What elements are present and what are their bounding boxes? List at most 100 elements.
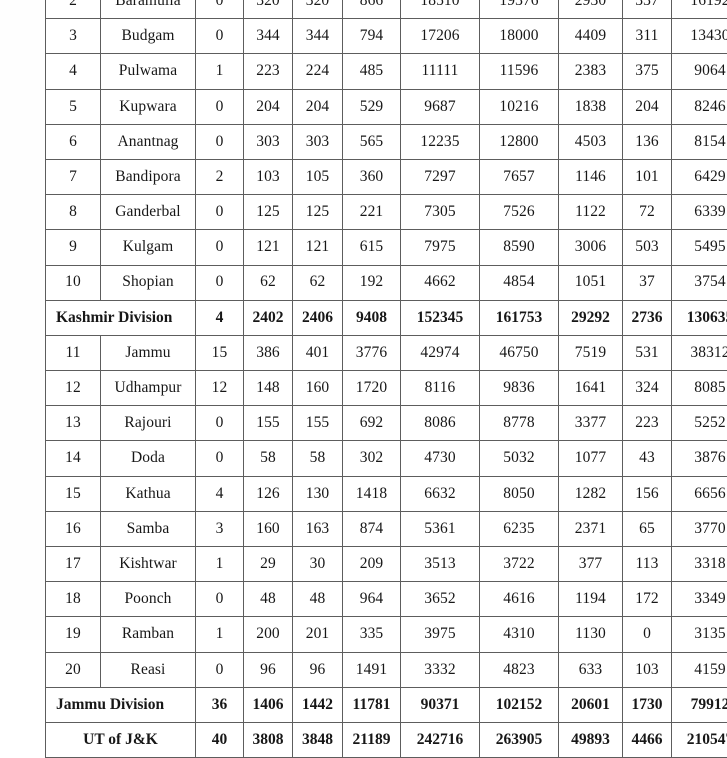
row-value-4: 1418	[343, 476, 401, 511]
row-district-name: Udhampur	[101, 371, 196, 406]
row-value-6: 6235	[480, 511, 559, 546]
table-row: 3Budgam034434479417206180004409311134301…	[46, 19, 727, 54]
row-value-5: 3975	[401, 617, 480, 652]
row-value-5: 8086	[401, 406, 480, 441]
row-value-4: 874	[343, 511, 401, 546]
row-value-3: 303	[293, 124, 343, 159]
row-value-7: 4503	[559, 124, 623, 159]
row-district-name: Shopian	[101, 265, 196, 300]
row-serial-number: 7	[46, 159, 101, 194]
row-value-3: 130	[293, 476, 343, 511]
row-serial-number: 18	[46, 582, 101, 617]
row-value-9: 130635	[672, 300, 727, 335]
row-value-8: 101	[623, 159, 672, 194]
row-district-name: Pulwama	[101, 54, 196, 89]
row-value-5: 3332	[401, 652, 480, 687]
row-district-name: Kupwara	[101, 89, 196, 124]
row-serial-number: 19	[46, 617, 101, 652]
row-value-9: 3770	[672, 511, 727, 546]
row-value-9: 5252	[672, 406, 727, 441]
row-value-4: 9408	[343, 300, 401, 335]
table-row: 18Poonch04848964365246161194172334973	[46, 582, 727, 617]
table-row: 13Rajouri0155155692808687783377223525214…	[46, 406, 727, 441]
row-value-4: 794	[343, 19, 401, 54]
row-district-name: Poonch	[101, 582, 196, 617]
table-row: 5Kupwara02042045299687102161838204824613…	[46, 89, 727, 124]
row-value-8: 1730	[623, 687, 672, 722]
row-value-3: 30	[293, 547, 343, 582]
row-value-5: 3652	[401, 582, 480, 617]
row-serial-number: 17	[46, 547, 101, 582]
row-value-4: 302	[343, 441, 401, 476]
row-value-6: 4823	[480, 652, 559, 687]
row-value-6: 12800	[480, 124, 559, 159]
row-value-1: 40	[196, 722, 244, 757]
row-value-2: 303	[244, 124, 293, 159]
row-value-3: 62	[293, 265, 343, 300]
row-value-7: 1282	[559, 476, 623, 511]
row-value-8: 103	[623, 652, 672, 687]
row-value-8: 311	[623, 19, 672, 54]
row-value-4: 565	[343, 124, 401, 159]
row-value-7: 633	[559, 652, 623, 687]
row-serial-number: 11	[46, 335, 101, 370]
row-district-name: Jammu	[101, 335, 196, 370]
row-value-3: 344	[293, 19, 343, 54]
row-value-4: 360	[343, 159, 401, 194]
row-value-9: 5495	[672, 230, 727, 265]
row-value-4: 964	[343, 582, 401, 617]
row-serial-number: 14	[46, 441, 101, 476]
row-value-6: 4616	[480, 582, 559, 617]
row-value-7: 2930	[559, 0, 623, 19]
row-value-7: 377	[559, 547, 623, 582]
row-value-1: 2	[196, 159, 244, 194]
row-value-2: 344	[244, 19, 293, 54]
row-value-7: 1641	[559, 371, 623, 406]
row-value-2: 3808	[244, 722, 293, 757]
row-value-6: 19376	[480, 0, 559, 19]
row-value-4: 21189	[343, 722, 401, 757]
row-value-5: 42974	[401, 335, 480, 370]
row-value-2: 48	[244, 582, 293, 617]
row-value-9: 9064	[672, 54, 727, 89]
row-value-7: 1077	[559, 441, 623, 476]
row-value-1: 0	[196, 406, 244, 441]
row-value-3: 48	[293, 582, 343, 617]
row-value-5: 12235	[401, 124, 480, 159]
row-value-7: 20601	[559, 687, 623, 722]
row-value-7: 49893	[559, 722, 623, 757]
row-value-5: 7297	[401, 159, 480, 194]
row-value-8: 223	[623, 406, 672, 441]
row-district-name: Doda	[101, 441, 196, 476]
table-row: 15Kathua41261301418663280501282156665611…	[46, 476, 727, 511]
table-row: 19Ramban12002013353975431011300313545	[46, 617, 727, 652]
row-value-5: 5361	[401, 511, 480, 546]
row-value-7: 1051	[559, 265, 623, 300]
row-value-7: 1194	[559, 582, 623, 617]
row-value-2: 223	[244, 54, 293, 89]
row-value-7: 2371	[559, 511, 623, 546]
row-value-4: 209	[343, 547, 401, 582]
row-value-9: 6339	[672, 195, 727, 230]
table-row: 9Kulgam0121121615797585903006503549589	[46, 230, 727, 265]
row-value-8: 531	[623, 335, 672, 370]
row-value-1: 4	[196, 476, 244, 511]
row-value-1: 12	[196, 371, 244, 406]
row-value-2: 386	[244, 335, 293, 370]
row-value-1: 0	[196, 652, 244, 687]
row-value-1: 1	[196, 54, 244, 89]
row-value-7: 29292	[559, 300, 623, 335]
row-value-8: 72	[623, 195, 672, 230]
row-value-2: 200	[244, 617, 293, 652]
row-district-name: Samba	[101, 511, 196, 546]
row-serial-number: 16	[46, 511, 101, 546]
row-value-9: 3876	[672, 441, 727, 476]
row-value-5: 9687	[401, 89, 480, 124]
row-value-3: 224	[293, 54, 343, 89]
row-value-7: 7519	[559, 335, 623, 370]
row-value-6: 7657	[480, 159, 559, 194]
